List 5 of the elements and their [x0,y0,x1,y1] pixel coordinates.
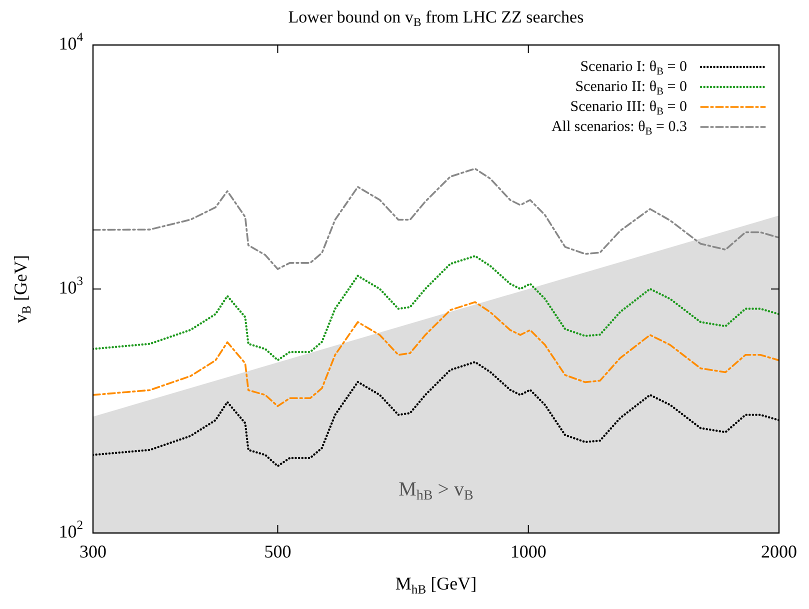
x-tick-label: 1000 [510,542,546,562]
y-axis-title: vB [GeV] [10,255,34,323]
x-tick-label: 2000 [761,542,797,562]
x-tick-label: 300 [80,542,106,562]
x-tick-label: 500 [264,542,292,562]
